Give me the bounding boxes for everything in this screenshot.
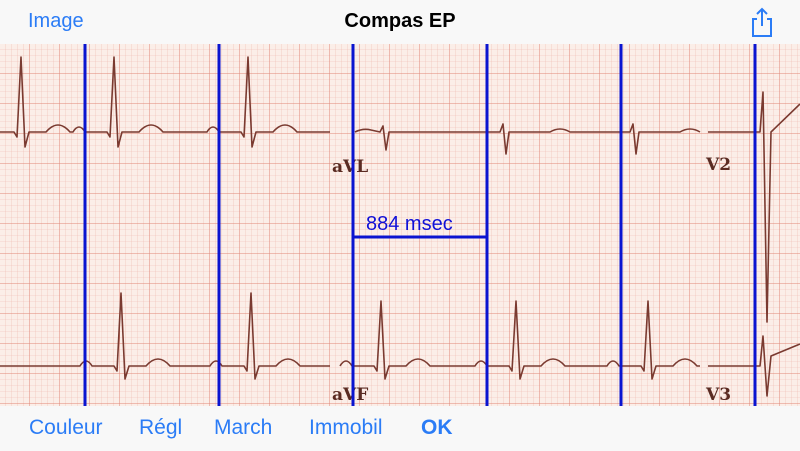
march-button[interactable]: March xyxy=(214,416,273,439)
color-button[interactable]: Couleur xyxy=(29,416,103,439)
bottom-toolbar: Couleur Régl March Immobil OK xyxy=(0,406,800,451)
ecg-strip: aVL V2 aVF V3 884 msec xyxy=(0,44,800,406)
ecg-trace-v2 xyxy=(708,91,800,323)
ecg-trace-top-left xyxy=(0,56,330,148)
ecg-trace-bottom-left xyxy=(0,292,330,380)
lock-button[interactable]: Immobil xyxy=(309,416,383,439)
adjust-button[interactable]: Régl xyxy=(139,416,183,439)
lead-label-v3: V3 xyxy=(705,385,731,405)
ecg-trace-v3 xyxy=(708,335,800,397)
lead-label-avf: aVF xyxy=(332,385,368,405)
page-title: Compas EP xyxy=(344,10,456,32)
ecg-trace-bottom-right xyxy=(339,300,700,380)
navigation-bar: Image Compas EP xyxy=(0,0,800,44)
interval-measurement: 884 msec xyxy=(366,213,453,235)
lead-label-avl: aVL xyxy=(332,157,368,177)
lead-label-v2: V2 xyxy=(705,155,731,175)
ok-button[interactable]: OK xyxy=(421,416,453,439)
ecg-trace-top-right xyxy=(354,123,701,155)
ecg-grid xyxy=(0,44,800,406)
back-button-image[interactable]: Image xyxy=(28,10,84,32)
ecg-image[interactable]: aVL V2 aVF V3 884 msec xyxy=(0,44,800,406)
share-icon[interactable] xyxy=(748,6,776,38)
